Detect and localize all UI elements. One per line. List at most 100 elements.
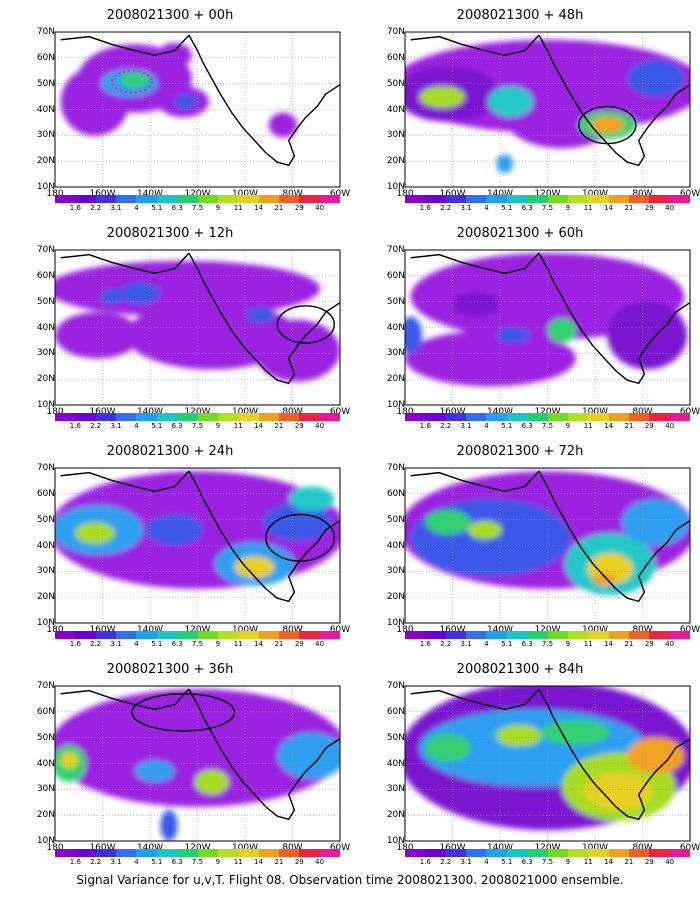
colorbar-swatch	[445, 849, 467, 857]
map-panel-60h: 2008021300 + 60h 70N 60N 50N 40N 30N 20N 10N 18…	[375, 226, 700, 446]
variance-shading	[453, 291, 500, 317]
colorbar-swatch	[299, 413, 320, 421]
variance-shading	[174, 94, 198, 110]
colorbar-swatch	[95, 413, 117, 421]
coastline	[188, 688, 340, 821]
figure-caption: Signal Variance for u,v,T. Flight 08. Ob…	[76, 873, 624, 887]
colorbar-swatch	[425, 849, 446, 857]
colorbar-swatch	[177, 195, 198, 203]
variance-shading	[487, 86, 534, 118]
colorbar-label: 1.6	[69, 640, 81, 648]
colorbar-label: 11	[583, 204, 593, 212]
colorbar-label: 3.1	[460, 422, 472, 430]
colorbar-swatch	[258, 849, 279, 857]
colorbar-swatch	[506, 413, 528, 421]
colorbar-label: 21	[274, 640, 284, 648]
colorbar-label: 9	[565, 858, 571, 866]
coastline	[60, 688, 190, 710]
lat-tick-label: 70N	[36, 681, 55, 691]
colorbar-label: 29	[644, 640, 654, 648]
colorbar-label: 6.3	[521, 422, 533, 430]
lat-tick-label: 20N	[36, 374, 55, 385]
colorbar-label: 2.2	[440, 858, 452, 866]
lon-tick-label: 120W	[534, 407, 561, 417]
lon-tick-label: 140W	[136, 407, 164, 417]
colorbar-label: 14	[254, 640, 264, 648]
variance-shading	[268, 112, 298, 138]
lon-tick-label: 60W	[329, 625, 351, 635]
lat-tick-label: 50N	[36, 514, 55, 525]
map-panel-48h: 2008021300 + 48h 70N 60N 50N 40N 30N 20N 10N 18…	[375, 8, 700, 228]
colorbar-swatch	[405, 413, 426, 421]
map-panel-36h: 2008021300 + 36h 70N 60N 50N 40N 30N 20N 10N 18…	[25, 662, 365, 882]
colorbar-label: 29	[294, 640, 304, 648]
colorbar-label: 11	[583, 858, 593, 866]
colorbar	[55, 413, 341, 421]
target-circle	[131, 693, 236, 732]
lon-tick-label: 80W	[632, 407, 653, 417]
colorbar-swatch	[75, 849, 96, 857]
variance-shading	[496, 724, 542, 747]
colorbar-label: 7.5	[191, 640, 204, 648]
lat-tick-label: 40N	[36, 758, 55, 769]
colorbar-swatch	[55, 195, 76, 203]
variance-shading	[496, 154, 514, 174]
coastline	[410, 252, 540, 274]
lat-tick-label: 60N	[386, 52, 405, 63]
lon-tick-label: 180	[46, 407, 64, 417]
lat-tick-label: 70N	[36, 27, 55, 37]
colorbar-label: 2.2	[90, 422, 102, 430]
lon-tick-label: 60W	[679, 407, 700, 417]
lon-tick-label: 80W	[282, 843, 303, 853]
colorbar-swatch	[136, 413, 157, 421]
colorbar-swatch	[217, 195, 239, 203]
map-panel-84h: 2008021300 + 84h 70N 60N 50N 40N 30N 20N 10N 18…	[375, 662, 700, 882]
lon-tick-label: 140W	[136, 625, 164, 635]
lat-tick-label: 60N	[36, 52, 55, 63]
colorbar-swatch	[425, 631, 446, 639]
lat-tick-label: 70N	[386, 245, 405, 255]
lat-tick-label: 40N	[36, 322, 55, 333]
colorbar	[405, 413, 691, 421]
lat-tick-label: 10N	[36, 618, 55, 628]
colorbar-label: 14	[254, 422, 264, 430]
lon-tick-label: 60W	[679, 189, 700, 199]
colorbar-label: 2.2	[90, 640, 102, 648]
colorbar-label: 11	[583, 422, 593, 430]
variance-shading	[424, 509, 471, 535]
colorbar-swatch	[75, 195, 96, 203]
colorbar-label: 40	[665, 858, 675, 866]
colorbar-label: 9	[565, 422, 571, 430]
colorbar-label: 14	[604, 422, 614, 430]
coastline	[60, 252, 190, 274]
coastline	[188, 34, 340, 167]
colorbar-swatch	[238, 849, 259, 857]
colorbar-swatch	[156, 849, 178, 857]
lat-tick-label: 20N	[386, 374, 405, 385]
variance-shading	[263, 503, 332, 541]
colorbar-swatch	[649, 413, 670, 421]
lat-tick-label: 20N	[386, 156, 405, 167]
variance-shading	[590, 117, 625, 133]
colorbar-label: 9	[565, 204, 571, 212]
lon-tick-label: 160W	[89, 189, 116, 199]
colorbar-label: 40	[315, 204, 325, 212]
colorbar-label: 1.6	[69, 204, 81, 212]
lat-tick-label: 40N	[36, 104, 55, 115]
coastline	[410, 688, 540, 710]
variance-shading	[60, 752, 78, 769]
lon-tick-label: 120W	[534, 189, 561, 199]
variance-shading	[120, 282, 161, 305]
variance-shading	[134, 760, 175, 783]
colorbar-label: 4	[484, 204, 489, 212]
colorbar-label: 3.1	[110, 204, 122, 212]
variance-shading	[627, 737, 685, 775]
lat-tick-label: 30N	[386, 566, 405, 577]
colorbar-label: 1.6	[419, 640, 431, 648]
colorbar-swatch	[527, 631, 548, 639]
colorbar-swatch	[445, 195, 467, 203]
lon-tick-label: 140W	[486, 189, 514, 199]
colorbar-label: 14	[604, 858, 614, 866]
colorbar-label: 5.1	[501, 204, 513, 212]
colorbar-swatch	[55, 413, 76, 421]
